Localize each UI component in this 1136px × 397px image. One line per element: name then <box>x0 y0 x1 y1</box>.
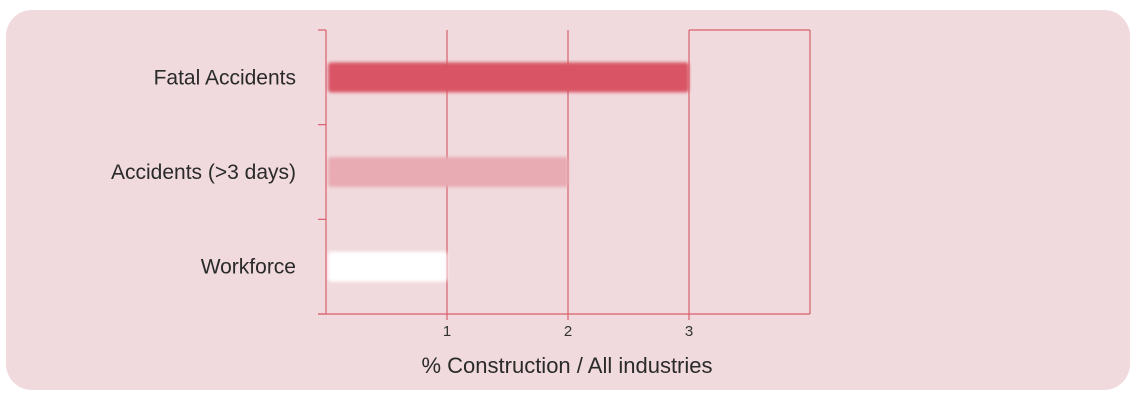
x-tick-label-1: 1 <box>443 323 451 340</box>
labels: Fatal Accidents Accidents (>3 days) Workfo… <box>111 66 693 340</box>
x-tick-label-3: 3 <box>685 323 693 340</box>
category-label-1: Accidents (>3 days) <box>111 161 296 184</box>
bar-2 <box>328 251 447 282</box>
bars <box>328 62 689 282</box>
bar-1 <box>328 157 568 187</box>
x-axis-title: % Construction / All industries <box>421 353 712 378</box>
category-label-0: Fatal Accidents <box>154 66 296 89</box>
category-label-2: Workforce <box>201 256 296 279</box>
axes <box>318 29 811 320</box>
x-tick-label-2: 2 <box>564 323 572 340</box>
bar-0 <box>328 62 689 93</box>
